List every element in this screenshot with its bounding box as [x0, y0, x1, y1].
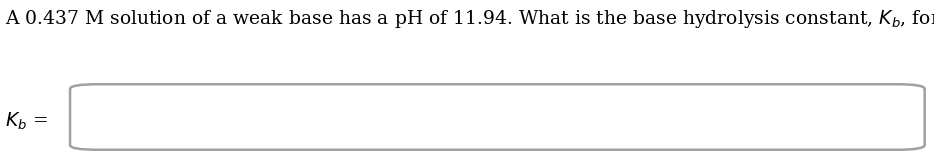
Text: A 0.437 M solution of a weak base has a pH of 11.94. What is the base hydrolysis: A 0.437 M solution of a weak base has a … — [5, 8, 934, 30]
FancyBboxPatch shape — [70, 84, 925, 150]
Text: $K_b$ =: $K_b$ = — [5, 111, 48, 132]
